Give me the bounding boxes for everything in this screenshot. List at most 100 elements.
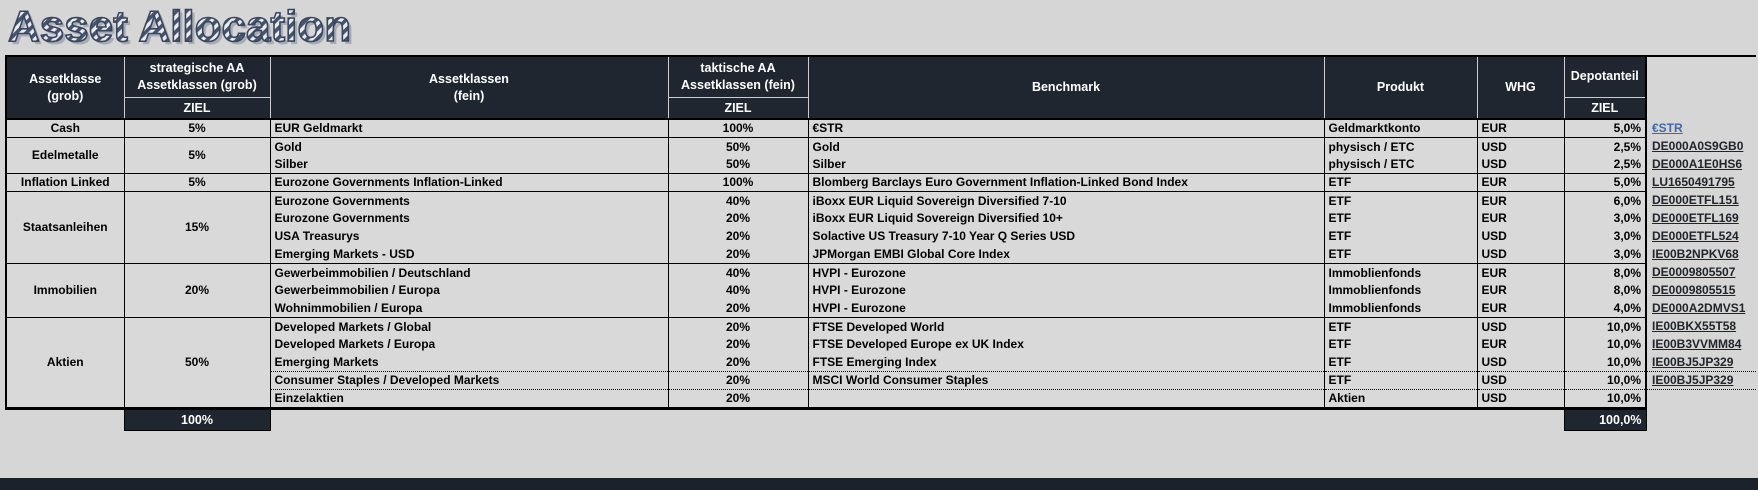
page-title: Asset Allocation Asset Allocation (6, 1, 446, 60)
cell-isin: DE000A1E0HS6 (1646, 156, 1756, 174)
cell-whg: USD (1476, 227, 1565, 246)
table-row: Consumer Staples / Developed Markets 20% M… (6, 371, 1756, 390)
cell-strategische-ziel: 5% (123, 173, 271, 192)
header-link-spacer (1646, 54, 1756, 120)
cell-whg: USD (1476, 389, 1565, 409)
table-totals: 100% 100,0% (6, 407, 1756, 432)
cell-whg: USD (1476, 245, 1565, 264)
cell-whg: USD (1476, 317, 1565, 336)
cell-produkt: ETF (1323, 371, 1478, 390)
isin-link[interactable]: LU1650491795 (1652, 175, 1735, 190)
cell-depotanteil: 3,0% (1563, 227, 1647, 246)
cell-depotanteil: 5,0% (1563, 173, 1647, 192)
cell-whg: EUR (1476, 173, 1565, 192)
cell-produkt: physisch / ETC (1323, 155, 1478, 174)
cell-assetklasse-fein: Developed Markets / Europa (269, 335, 669, 354)
cell-isin: €STR (1646, 119, 1756, 138)
cell-benchmark: FTSE Developed World (807, 317, 1325, 336)
cell-produkt: ETF (1323, 335, 1478, 354)
cell-depotanteil: 4,0% (1563, 299, 1647, 318)
table-row: Gewerbeimmobilien / Europa 40% HVPI - Euro… (6, 281, 1756, 300)
cell-taktische-ziel: 50% (667, 137, 809, 156)
cell-depotanteil: 2,5% (1563, 137, 1647, 156)
header-ziel-taktisch: ZIEL (667, 96, 809, 120)
isin-link[interactable]: IE00B3VVMM84 (1652, 337, 1742, 352)
cell-assetklasse-fein: Silber (269, 155, 669, 174)
isin-link[interactable]: DE000ETFL151 (1652, 193, 1739, 208)
cell-benchmark: iBoxx EUR Liquid Sovereign Diversified 1… (807, 209, 1325, 228)
header-ziel-depot: ZIEL (1563, 96, 1647, 120)
header-produkt: Produkt (1323, 54, 1478, 120)
cell-isin: DE000ETFL151 (1646, 192, 1756, 210)
cell-produkt: ETF (1323, 209, 1478, 228)
isin-link[interactable]: IE00BJ5JP329 (1652, 373, 1734, 388)
isin-link[interactable]: DE0009805507 (1652, 265, 1736, 280)
cell-depotanteil: 6,0% (1563, 191, 1647, 210)
isin-link[interactable]: DE000ETFL524 (1652, 229, 1739, 244)
total-depotanteil: 100,0% (1563, 407, 1647, 432)
cell-taktische-ziel: 20% (667, 353, 809, 372)
cell-isin: DE000ETFL169 (1646, 210, 1756, 228)
isin-link[interactable]: DE000A0S9GB0 (1652, 139, 1744, 154)
cell-whg: EUR (1476, 118, 1565, 138)
isin-link[interactable]: DE000A1E0HS6 (1652, 157, 1743, 172)
cell-produkt: ETF (1323, 245, 1478, 264)
cell-depotanteil: 10,0% (1563, 335, 1647, 354)
table-row: Staatsanleihen 15% Eurozone Governments 40%… (5, 191, 1756, 264)
cell-depotanteil: 10,0% (1563, 353, 1647, 372)
cell-assetklasse-grob: Edelmetalle (5, 137, 125, 174)
cell-depotanteil: 8,0% (1563, 281, 1647, 300)
cell-taktische-ziel: 20% (667, 317, 809, 336)
cell-benchmark: HVPI - Eurozone (807, 263, 1325, 282)
cell-taktische-ziel: 40% (667, 191, 809, 210)
cell-assetklasse-fein: Eurozone Governments (269, 209, 669, 228)
isin-link[interactable]: IE00BJ5JP329 (1652, 355, 1734, 370)
table-header: Assetklasse (grob) strategische AA Asset… (5, 54, 1756, 120)
isin-link[interactable]: IE00B2NPKV68 (1652, 247, 1739, 262)
cell-strategische-ziel: 15% (123, 191, 271, 264)
cell-assetklasse-fein: Gewerbeimmobilien / Deutschland (269, 263, 669, 282)
cell-produkt: Geldmarktkonto (1323, 118, 1478, 138)
isin-link[interactable]: DE000ETFL169 (1652, 211, 1739, 226)
cell-produkt: ETF (1323, 191, 1478, 210)
isin-link[interactable]: €STR (1652, 121, 1683, 136)
cell-strategische-ziel: 5% (123, 137, 271, 174)
cell-produkt: ETF (1323, 173, 1478, 192)
isin-link[interactable]: DE0009805515 (1652, 283, 1736, 298)
cell-isin: IE00B2NPKV68 (1646, 246, 1756, 264)
cell-assetklasse-grob: Aktien (5, 317, 125, 409)
cell-assetklasse-fein: Eurozone Governments Inflation-Linked (269, 173, 669, 192)
cell-benchmark: FTSE Emerging Index (807, 353, 1325, 372)
table-row: Eurozone Governments 20% iBoxx EUR Liquid … (6, 209, 1756, 228)
cell-taktische-ziel: 20% (667, 371, 809, 390)
header-depotanteil: Depotanteil (1563, 55, 1647, 98)
cell-taktische-ziel: 40% (667, 281, 809, 300)
bottom-bar (0, 478, 1758, 490)
cell-isin: IE00BJ5JP329 (1646, 354, 1756, 372)
header-assetklasse-grob: Assetklasse (grob) (5, 54, 125, 120)
cell-assetklasse-grob: Cash (5, 118, 125, 138)
cell-assetklasse-fein: Developed Markets / Global (269, 317, 669, 336)
cell-benchmark: €STR (807, 118, 1325, 138)
cell-assetklasse-fein: Emerging Markets (269, 353, 669, 372)
cell-depotanteil: 8,0% (1563, 263, 1647, 282)
isin-link[interactable]: DE000A2DMVS1 (1652, 301, 1746, 316)
cell-strategische-ziel: 20% (123, 263, 271, 318)
cell-taktische-ziel: 40% (667, 263, 809, 282)
table-row: Silber 50% Silber physisch / ETC USD 2,5% DE00… (6, 155, 1756, 174)
cell-isin: DE0009805515 (1646, 282, 1756, 300)
cell-assetklasse-grob: Staatsanleihen (5, 191, 125, 264)
cell-whg: EUR (1476, 335, 1565, 354)
total-strategisch: 100% (123, 407, 271, 432)
cell-assetklasse-fein: Emerging Markets - USD (269, 245, 669, 264)
isin-link[interactable]: IE00BKX55T58 (1652, 319, 1737, 334)
cell-depotanteil: 3,0% (1563, 209, 1647, 228)
cell-isin: LU1650491795 (1646, 174, 1756, 192)
cell-depotanteil: 5,0% (1563, 118, 1647, 138)
title-text: Asset Allocation (8, 2, 351, 51)
cell-benchmark: Silber (807, 155, 1325, 174)
table-row: Edelmetalle 5% Gold 50% Gold physisch / ETC US… (5, 137, 1756, 174)
cell-assetklasse-fein: Consumer Staples / Developed Markets (269, 371, 669, 390)
cell-benchmark: iBoxx EUR Liquid Sovereign Diversified 7… (807, 191, 1325, 210)
cell-benchmark: HVPI - Eurozone (807, 281, 1325, 300)
